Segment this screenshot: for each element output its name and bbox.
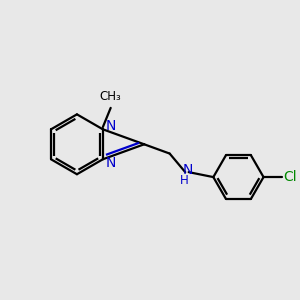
Text: CH₃: CH₃ <box>100 90 122 103</box>
Text: Cl: Cl <box>284 170 297 184</box>
Text: N: N <box>106 119 116 133</box>
Text: N: N <box>106 156 116 170</box>
Text: N: N <box>182 163 193 177</box>
Text: H: H <box>179 174 188 187</box>
